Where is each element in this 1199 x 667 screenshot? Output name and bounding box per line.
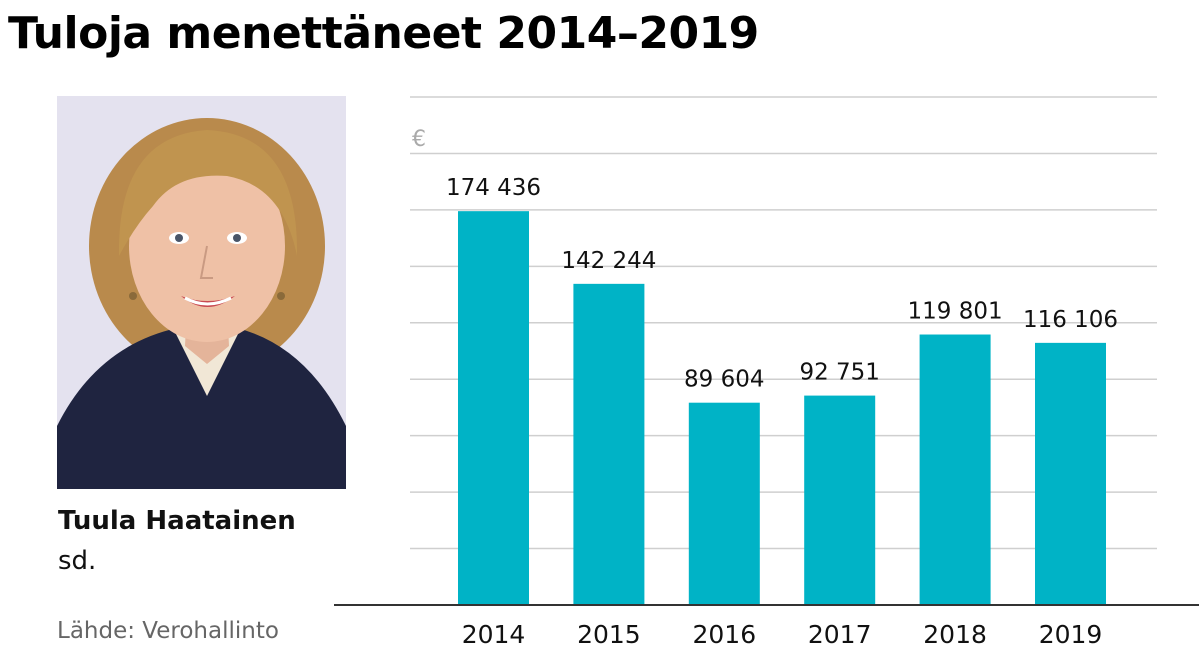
bar-2014 [458, 211, 529, 605]
data-label-2014: 174 436 [446, 175, 541, 201]
chart-title: Tuloja menettäneet 2014–2019 [8, 8, 759, 59]
bar-2019 [1035, 342, 1106, 605]
x-tick-label-2017: 2017 [808, 620, 872, 649]
x-tick-label-2014: 2014 [462, 620, 526, 649]
data-label-2018: 119 801 [908, 299, 1003, 325]
bar-2015 [573, 283, 645, 605]
x-tick-label-2016: 2016 [692, 620, 756, 649]
portrait-photo [57, 96, 346, 489]
bar-2018 [919, 334, 991, 605]
x-tick-label-2019: 2019 [1039, 620, 1103, 649]
data-label-2019: 116 106 [1023, 307, 1118, 333]
data-label-2016: 89 604 [684, 367, 764, 393]
data-label-2015: 142 244 [561, 248, 656, 274]
data-label-2017: 92 751 [799, 360, 879, 386]
bar-2017 [804, 395, 876, 605]
bar-2016 [688, 402, 760, 605]
source-note: Lähde: Verohallinto [57, 618, 279, 644]
y-axis-unit-label: € [412, 127, 426, 152]
x-tick-label-2015: 2015 [577, 620, 641, 649]
person-name: Tuula Haatainen [58, 506, 296, 536]
person-party: sd. [58, 546, 97, 576]
x-tick-label-2018: 2018 [923, 620, 987, 649]
